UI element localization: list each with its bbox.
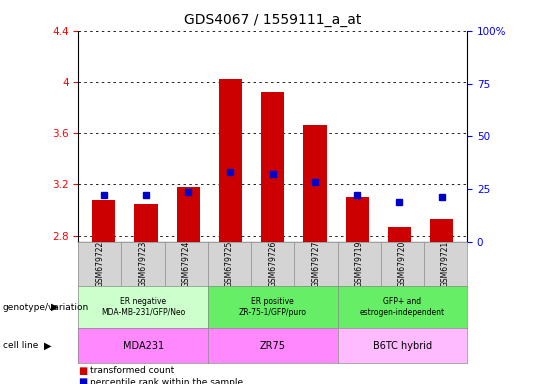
Text: ER positive
ZR-75-1/GFP/puro: ER positive ZR-75-1/GFP/puro [239,298,307,317]
Text: ■: ■ [78,377,87,384]
Text: cell line: cell line [3,341,38,350]
Text: MDA231: MDA231 [123,341,164,351]
Text: GSM679722: GSM679722 [96,241,104,287]
Text: GSM679719: GSM679719 [355,241,363,287]
Text: transformed count: transformed count [90,366,174,375]
Bar [92,200,115,242]
Bar [177,187,200,242]
Text: ▶: ▶ [44,341,52,351]
Text: GSM679726: GSM679726 [268,241,277,287]
Text: GFP+ and
estrogen-independent: GFP+ and estrogen-independent [360,298,445,317]
Text: ER negative
MDA-MB-231/GFP/Neo: ER negative MDA-MB-231/GFP/Neo [101,298,185,317]
Text: GSM679720: GSM679720 [398,241,407,287]
Bar [346,197,369,242]
Bar [261,92,285,242]
Text: percentile rank within the sample: percentile rank within the sample [90,377,244,384]
Bar [303,126,327,242]
Text: ZR75: ZR75 [260,341,286,351]
Text: ■: ■ [78,366,87,376]
Text: ▶: ▶ [51,302,59,312]
Bar [219,79,242,242]
Bar [134,204,158,242]
Text: GSM679723: GSM679723 [139,241,147,287]
Bar [430,219,454,242]
Bar [388,227,411,242]
Text: GSM679725: GSM679725 [225,241,234,287]
Text: genotype/variation: genotype/variation [3,303,89,312]
Text: GSM679721: GSM679721 [441,241,450,287]
Text: B6TC hybrid: B6TC hybrid [373,341,432,351]
Text: GSM679727: GSM679727 [312,241,320,287]
Text: GSM679724: GSM679724 [182,241,191,287]
Title: GDS4067 / 1559111_a_at: GDS4067 / 1559111_a_at [184,13,361,27]
